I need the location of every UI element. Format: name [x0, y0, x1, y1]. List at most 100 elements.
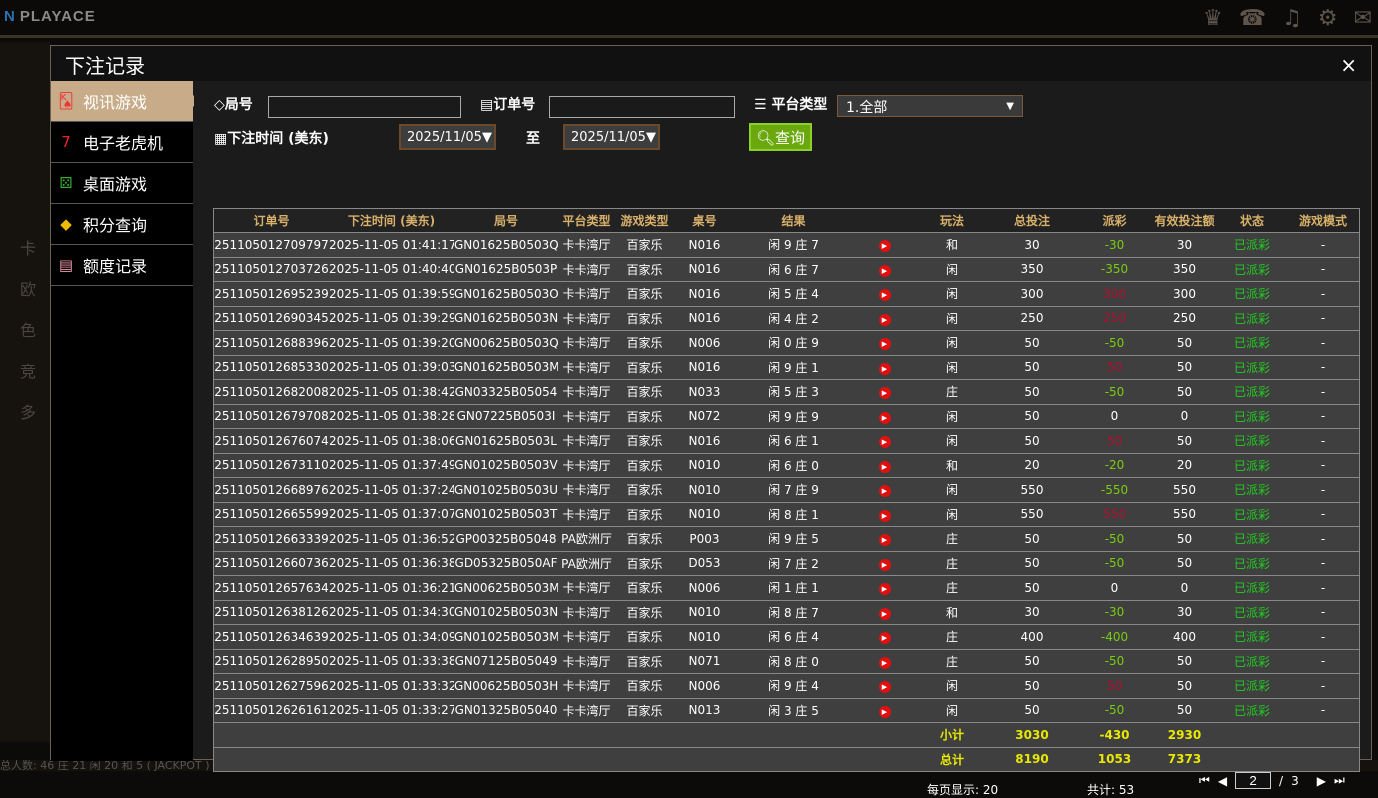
- play-replay-icon[interactable]: ▶: [878, 387, 891, 400]
- sidebar-item-4[interactable]: ▤ 额度记录: [51, 245, 193, 286]
- cell: 百家乐: [626, 360, 663, 375]
- sidebar-item-2[interactable]: ⚄ 桌面游戏: [51, 163, 193, 204]
- background-menu-item: 卡: [20, 239, 37, 258]
- cell: 闲 8 庄 0: [768, 654, 819, 669]
- cell: 庄: [945, 385, 958, 400]
- play-replay-icon[interactable]: ▶: [878, 534, 891, 547]
- cell: -: [1320, 360, 1326, 375]
- close-button[interactable]: ×: [1340, 53, 1357, 77]
- vip-crown-icon[interactable]: ♛: [1202, 6, 1223, 31]
- date-to-picker[interactable]: 2025/11/05▼: [563, 124, 660, 150]
- cell: GN01625B0503L: [455, 433, 557, 448]
- table-row: 251105012690345 2025-11-05 01:39:29 GN0162…: [214, 306, 1359, 331]
- cell: 0: [1110, 580, 1119, 595]
- bet-table: 订单号 下注时间 (美东) 局号 平台类型 游戏类型 桌号 结果 玩法 总投注 派彩 有效投注额 状态…: [213, 208, 1360, 772]
- cell: 251105012685330: [214, 360, 329, 375]
- cell: 闲: [945, 311, 958, 326]
- play-replay-icon[interactable]: ▶: [878, 681, 891, 694]
- order-input[interactable]: [549, 96, 735, 118]
- play-replay-icon[interactable]: ▶: [878, 313, 891, 326]
- support-chat-icon[interactable]: ☎: [1238, 6, 1267, 31]
- cell: GN01325B05040: [454, 703, 558, 718]
- play-replay-icon[interactable]: ▶: [878, 607, 891, 620]
- play-replay-icon[interactable]: ▶: [878, 509, 891, 522]
- cell: 300: [1103, 286, 1126, 301]
- cell: 闲 6 庄 7: [768, 262, 819, 277]
- query-button[interactable]: 🔍︎查询: [749, 123, 813, 151]
- cell: 251105012665599: [214, 507, 329, 522]
- cell: 300: [1173, 286, 1196, 301]
- cell: -: [1320, 482, 1326, 497]
- play-replay-icon[interactable]: ▶: [878, 240, 891, 253]
- table-row: 251105012660736 2025-11-05 01:36:38 GD0532…: [214, 551, 1359, 576]
- cell: 卡卡湾厅: [562, 703, 611, 718]
- last-page-icon[interactable]: ⏭: [1333, 773, 1345, 787]
- cell: -400: [1100, 629, 1129, 644]
- play-replay-icon[interactable]: ▶: [878, 705, 891, 718]
- gear-icon[interactable]: ⚙: [1317, 6, 1338, 31]
- cell: 50: [1176, 678, 1193, 693]
- platform-select[interactable]: 1.全部 ▼: [837, 95, 1023, 117]
- table-row: 251105012688396 2025-11-05 01:39:20 GN0062…: [214, 331, 1359, 356]
- sidebar-item-3[interactable]: ◆ 积分查询: [51, 204, 193, 245]
- playace-logo[interactable]: N PLAYACE: [4, 8, 96, 25]
- first-page-icon[interactable]: ⏮: [1199, 773, 1210, 787]
- cell: 已派彩: [1233, 287, 1270, 302]
- cell: 2025-11-05 01:34:09: [329, 629, 454, 644]
- play-replay-icon[interactable]: ▶: [878, 289, 891, 302]
- cell: 百家乐: [626, 287, 663, 302]
- play-replay-icon[interactable]: ▶: [878, 558, 891, 571]
- column-header: 有效投注额: [1154, 214, 1215, 228]
- round-input[interactable]: [268, 96, 461, 118]
- cell: -: [1320, 311, 1326, 326]
- cell: 550: [1103, 507, 1126, 522]
- prev-page-icon[interactable]: ◀: [1217, 773, 1228, 788]
- cell: 闲: [945, 287, 958, 302]
- cell: 550: [1020, 507, 1044, 522]
- play-replay-icon[interactable]: ▶: [878, 436, 891, 449]
- cell: -50: [1104, 703, 1125, 718]
- play-replay-icon[interactable]: ▶: [878, 485, 891, 498]
- table-row: 251105012626161 2025-11-05 01:33:27 GN0132…: [214, 698, 1359, 723]
- play-replay-icon[interactable]: ▶: [878, 362, 891, 375]
- cell: 闲 1 庄 1: [768, 581, 819, 596]
- cell: N016: [688, 262, 721, 277]
- sidebar-item-1[interactable]: 7 电子老虎机: [51, 122, 193, 163]
- page-input[interactable]: [1235, 772, 1272, 789]
- cell: 卡卡湾厅: [562, 238, 611, 253]
- music-icon[interactable]: ♫: [1282, 6, 1302, 31]
- next-page-icon[interactable]: ▶: [1316, 773, 1326, 788]
- cell: 2025-11-05 01:41:17: [329, 237, 454, 252]
- play-replay-icon[interactable]: ▶: [878, 632, 891, 645]
- table-row: 251105012682008 2025-11-05 01:38:42 GN0332…: [214, 380, 1359, 405]
- table-row: 251105012673110 2025-11-05 01:37:49 GN0102…: [214, 453, 1359, 478]
- cell: 卡卡湾厅: [562, 679, 611, 694]
- date-from-picker[interactable]: 2025/11/05▼: [399, 124, 496, 150]
- sidebar-item-0[interactable]: 🂮 视讯游戏: [51, 81, 199, 122]
- play-replay-icon[interactable]: ▶: [878, 583, 891, 596]
- cell: N071: [688, 654, 721, 669]
- message-icon[interactable]: ✉: [1353, 6, 1372, 31]
- cell: 已派彩: [1233, 654, 1270, 669]
- cell: 闲 9 庄 9: [768, 409, 819, 424]
- cell: GN01625B0503P: [454, 262, 558, 277]
- cell: -: [1320, 286, 1326, 301]
- table-row: 251105012628950 2025-11-05 01:33:38 GN0712…: [214, 649, 1359, 674]
- cell: GN01625B0503M: [454, 360, 558, 375]
- cell: 闲 8 庄 1: [768, 507, 819, 522]
- play-replay-icon[interactable]: ▶: [878, 411, 891, 424]
- play-replay-icon[interactable]: ▶: [878, 338, 891, 351]
- table-row: 251105012695239 2025-11-05 01:39:59 GN0162…: [214, 282, 1359, 307]
- table-row: 251105012668976 2025-11-05 01:37:24 GN0102…: [214, 478, 1359, 503]
- cell: 251105012668976: [214, 482, 329, 497]
- table-row: 251105012703726 2025-11-05 01:40:40 GN0162…: [214, 257, 1359, 282]
- cell: 251105012634639: [214, 629, 329, 644]
- column-header: 玩法: [939, 214, 964, 228]
- play-replay-icon[interactable]: ▶: [878, 264, 891, 277]
- column-header: 总投注: [1013, 214, 1050, 228]
- cell: N010: [688, 629, 721, 644]
- play-replay-icon[interactable]: ▶: [878, 460, 891, 473]
- play-replay-icon[interactable]: ▶: [878, 656, 891, 669]
- cell: 50: [1176, 384, 1193, 399]
- cell: 50: [1024, 580, 1040, 595]
